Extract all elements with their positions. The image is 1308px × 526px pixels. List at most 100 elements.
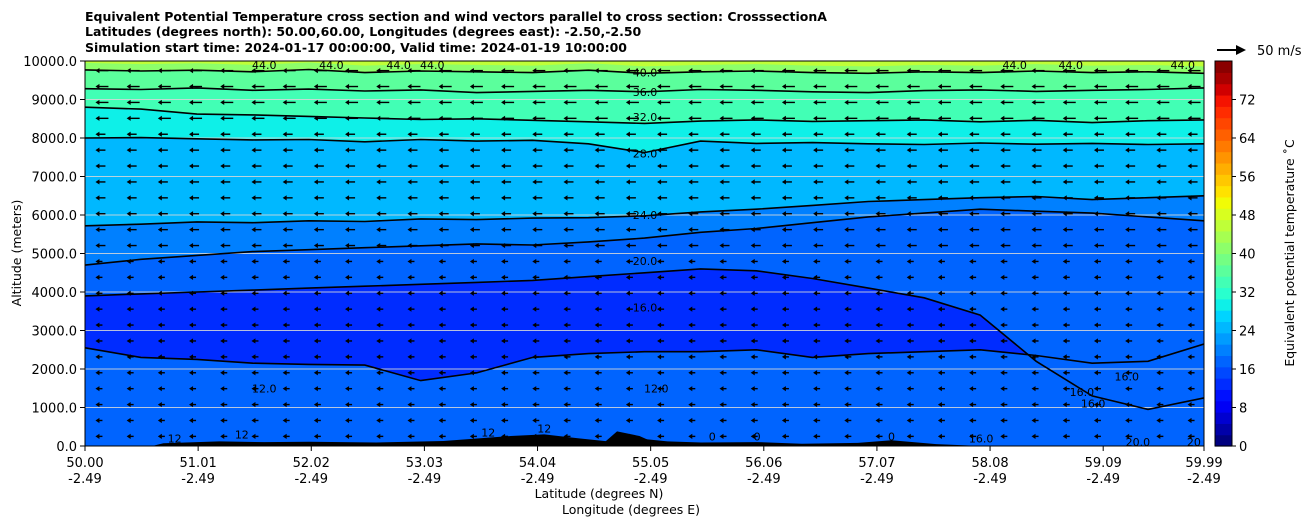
wind-vector-head <box>407 68 412 74</box>
wind-vector <box>657 99 671 106</box>
wind-vector <box>563 354 571 360</box>
wind-vector-head <box>313 242 318 249</box>
wind-vector-head <box>282 242 287 249</box>
wind-vector <box>376 401 384 408</box>
wind-vector <box>875 83 889 90</box>
wind-vector-head <box>844 338 849 344</box>
wind-vector-head <box>1125 274 1130 280</box>
contour-label: 12 <box>168 432 182 445</box>
wind-vector <box>657 433 665 439</box>
wind-vector-head <box>969 401 974 408</box>
wind-vector-head <box>1093 147 1098 153</box>
wind-vector-head <box>594 131 599 137</box>
wind-vector <box>407 258 415 265</box>
wind-vector-head <box>469 242 474 249</box>
wind-vector <box>844 322 852 328</box>
wind-vector <box>126 338 134 344</box>
wind-vector-head <box>625 433 630 439</box>
wind-vector <box>750 211 761 217</box>
wind-vector-head <box>1000 322 1005 328</box>
wind-vector <box>594 306 602 312</box>
wind-vector-head <box>875 322 880 328</box>
wind-vector <box>469 322 477 328</box>
wind-vector-head <box>813 115 818 121</box>
wind-vector-head <box>1031 370 1036 376</box>
wind-vector <box>1093 115 1107 121</box>
wind-vector-head <box>594 258 599 265</box>
wind-vector-head <box>781 147 786 153</box>
wind-vector-head <box>157 417 162 424</box>
wind-vector-head <box>189 115 194 121</box>
wind-vector <box>969 115 983 121</box>
wind-vector-head <box>875 274 880 280</box>
wind-vector-head <box>407 163 412 169</box>
wind-vector <box>1093 83 1107 90</box>
wind-vector <box>501 195 512 201</box>
wind-vector <box>251 370 259 376</box>
wind-vector <box>126 306 134 312</box>
wind-vector <box>95 179 106 185</box>
wind-vector-head <box>501 370 506 376</box>
wind-vector <box>126 258 134 265</box>
wind-vector-head <box>906 83 911 90</box>
wind-vector-head <box>220 258 225 265</box>
wind-vector-head <box>1156 195 1161 201</box>
wind-vector <box>469 433 477 439</box>
wind-vector-head <box>969 370 974 376</box>
wind-vector <box>813 290 821 296</box>
wind-vector <box>189 83 203 90</box>
wind-vector <box>189 306 197 312</box>
wind-vector <box>1156 274 1164 280</box>
wind-vector <box>719 290 727 296</box>
wind-vector-head <box>501 99 506 106</box>
wind-vector <box>282 68 296 74</box>
x-tick-label-lon: -2.49 <box>1086 472 1120 487</box>
wind-vector <box>937 68 951 74</box>
wind-vector <box>189 131 200 137</box>
wind-vector <box>438 99 452 106</box>
wind-vector-head <box>688 338 693 344</box>
wind-vector <box>844 179 855 185</box>
wind-vector <box>1156 131 1167 137</box>
colorbar-segment <box>1215 174 1232 187</box>
wind-vector <box>438 290 446 296</box>
wind-vector <box>407 306 415 312</box>
wind-vector <box>189 370 197 376</box>
wind-vector <box>688 306 696 312</box>
wind-vector-head <box>844 195 849 201</box>
wind-vector-head <box>220 338 225 344</box>
wind-vector-head <box>657 147 662 153</box>
contour-label: 20.0 <box>633 255 658 268</box>
wind-vector-head <box>781 401 786 408</box>
wind-vector <box>1031 227 1042 233</box>
wind-vector <box>719 83 733 90</box>
wind-vector-head <box>469 195 474 201</box>
wind-vector <box>1031 258 1039 265</box>
wind-vector-head <box>251 386 256 392</box>
wind-vector <box>126 227 137 233</box>
wind-vector <box>126 83 140 90</box>
wind-vector <box>220 211 231 217</box>
wind-vector <box>1156 370 1164 376</box>
wind-vector <box>688 147 699 153</box>
wind-vector-head <box>438 258 443 265</box>
wind-vector <box>563 338 571 344</box>
wind-vector <box>813 417 821 424</box>
wind-vector-head <box>875 179 880 185</box>
wind-vector-head <box>251 274 256 280</box>
wind-vector <box>657 306 665 312</box>
wind-vector-head <box>688 163 693 169</box>
wind-vector-head <box>844 242 849 249</box>
wind-vector-head <box>750 417 755 424</box>
wind-vector <box>719 99 733 106</box>
wind-vector-head <box>407 211 412 217</box>
wind-vector <box>1000 306 1008 312</box>
wind-vector-head <box>781 370 786 376</box>
wind-vector <box>844 386 852 392</box>
wind-vector <box>532 258 540 265</box>
wind-vector <box>657 83 671 90</box>
wind-vector <box>532 195 543 201</box>
wind-vector-head <box>313 338 318 344</box>
wind-vector <box>594 354 602 360</box>
